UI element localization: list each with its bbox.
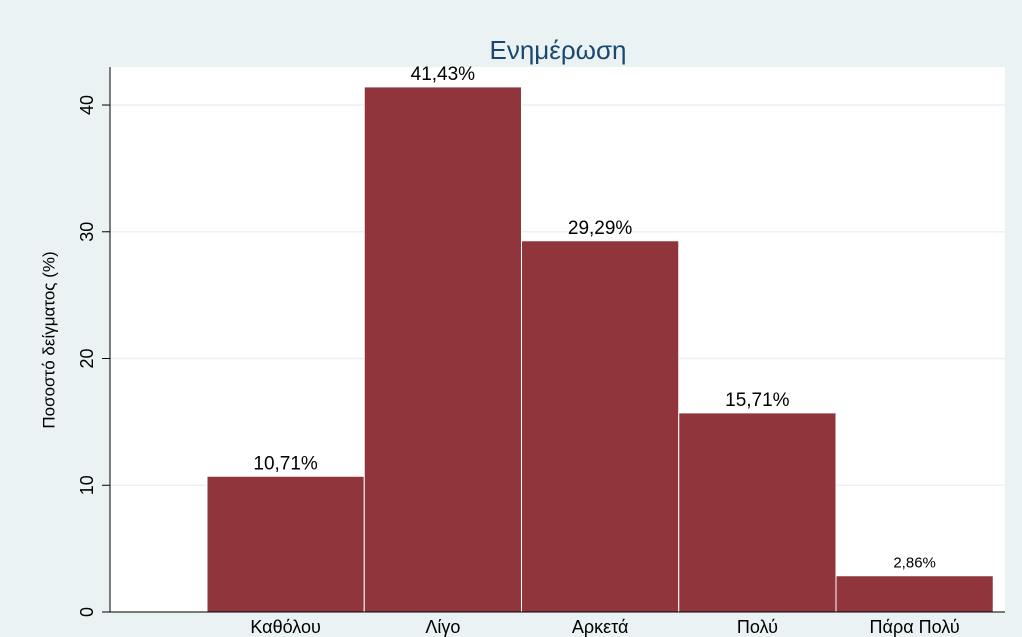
value-label: 10,71% bbox=[253, 453, 318, 474]
chart-title: Ενημέρωση bbox=[490, 35, 627, 65]
value-label: 2,86% bbox=[893, 555, 936, 572]
value-label: 41,43% bbox=[411, 64, 476, 85]
y-tick-label: 10 bbox=[77, 475, 97, 495]
x-tick-label: Πάρα Πολύ bbox=[870, 617, 960, 637]
bar bbox=[678, 412, 837, 613]
x-tick-label: Λίγο bbox=[425, 617, 460, 637]
bar bbox=[206, 475, 365, 613]
y-tick-label: 40 bbox=[77, 95, 97, 115]
x-tick-label: Πολύ bbox=[737, 617, 778, 637]
y-tick-label: 0 bbox=[77, 607, 97, 617]
value-label: 15,71% bbox=[725, 390, 790, 411]
bar bbox=[835, 575, 994, 613]
y-axis-label: Ποσοστό δείγματος (%) bbox=[39, 251, 58, 428]
x-tick-label: Αρκετά bbox=[572, 617, 629, 637]
value-label: 29,29% bbox=[568, 218, 633, 239]
bar bbox=[521, 240, 680, 613]
x-tick-label: Καθόλου bbox=[250, 617, 320, 637]
bar bbox=[363, 86, 522, 613]
y-tick-label: 30 bbox=[77, 222, 97, 242]
y-tick-label: 20 bbox=[77, 348, 97, 368]
